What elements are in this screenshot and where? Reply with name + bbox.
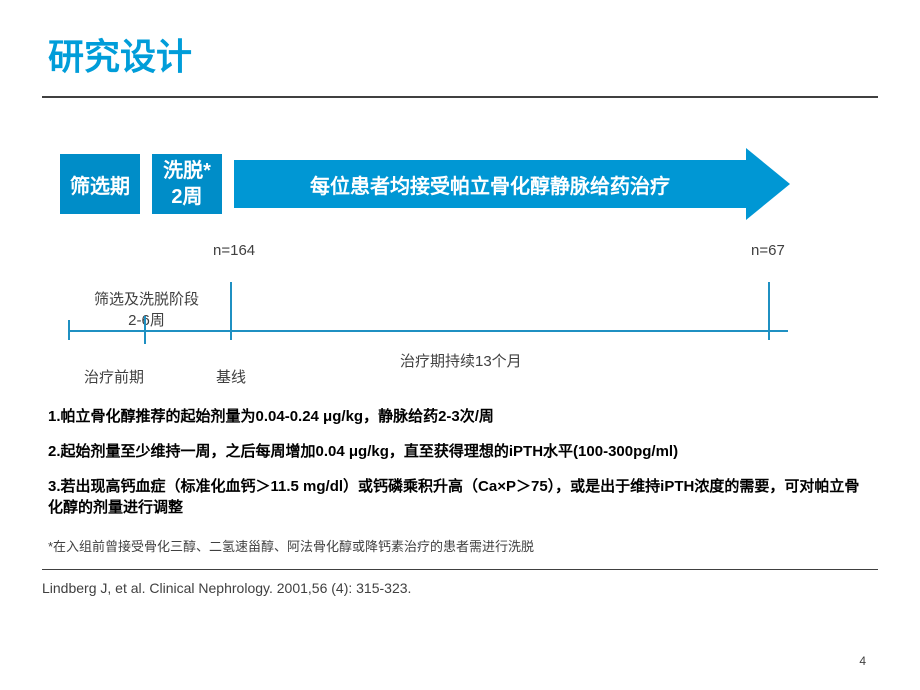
phase-box-screening: 筛选期 <box>58 152 142 216</box>
timeline-axis <box>68 330 788 332</box>
duration-label: 治疗期持续13个月 <box>400 350 522 371</box>
dose-note-3: 3.若出现高钙血症（标准化血钙＞11.5 mg/dl）或钙磷乘积升高（Ca×P＞… <box>48 476 872 518</box>
n-end-label: n=67 <box>751 242 785 259</box>
n-start-label: n=164 <box>213 242 255 259</box>
treatment-arrow: 每位患者均接受帕立骨化醇静脉给药治疗 <box>234 152 790 216</box>
phase-washout-label: 洗脱* 2周 <box>163 158 211 210</box>
tick-start <box>68 320 70 340</box>
page-number: 4 <box>859 654 866 668</box>
tick-baseline <box>230 282 232 340</box>
footer-rule <box>42 569 878 570</box>
phase-screening-label: 筛选期 <box>70 170 130 199</box>
treatment-arrow-head <box>746 148 790 220</box>
baseline-label: 基线 <box>216 366 246 387</box>
dose-note-1: 1.帕立骨化醇推荐的起始剂量为0.04-0.24 μg/kg，静脉给药2-3次/… <box>48 406 872 427</box>
washout-footnote: *在入组前曾接受骨化三醇、二氢速甾醇、阿法骨化醇或降钙素治疗的患者需进行洗脱 <box>48 536 872 555</box>
study-design-diagram: 筛选期 洗脱* 2周 每位患者均接受帕立骨化醇静脉给药治疗 n=164 n=67… <box>0 138 920 378</box>
treatment-arrow-label: 每位患者均接受帕立骨化醇静脉给药治疗 <box>310 170 670 199</box>
dose-note-2: 2.起始剂量至少维持一周，之后每周增加0.04 μg/kg，直至获得理想的iPT… <box>48 441 872 462</box>
tick-prephase <box>144 316 146 344</box>
title-bar: 研究设计 <box>0 0 920 92</box>
tick-end <box>768 282 770 340</box>
dose-notes: 1.帕立骨化醇推荐的起始剂量为0.04-0.24 μg/kg，静脉给药2-3次/… <box>48 406 872 518</box>
screen-wash-label: 筛选及洗脱阶段 2-6周 <box>94 288 199 330</box>
phase-box-washout: 洗脱* 2周 <box>150 152 224 216</box>
citation-text: Lindberg J, et al. Clinical Nephrology. … <box>42 580 920 596</box>
treatment-arrow-body: 每位患者均接受帕立骨化醇静脉给药治疗 <box>234 160 746 208</box>
title-underline <box>42 96 878 98</box>
slide-title: 研究设计 <box>48 28 920 80</box>
pretreatment-label: 治疗前期 <box>84 366 144 387</box>
